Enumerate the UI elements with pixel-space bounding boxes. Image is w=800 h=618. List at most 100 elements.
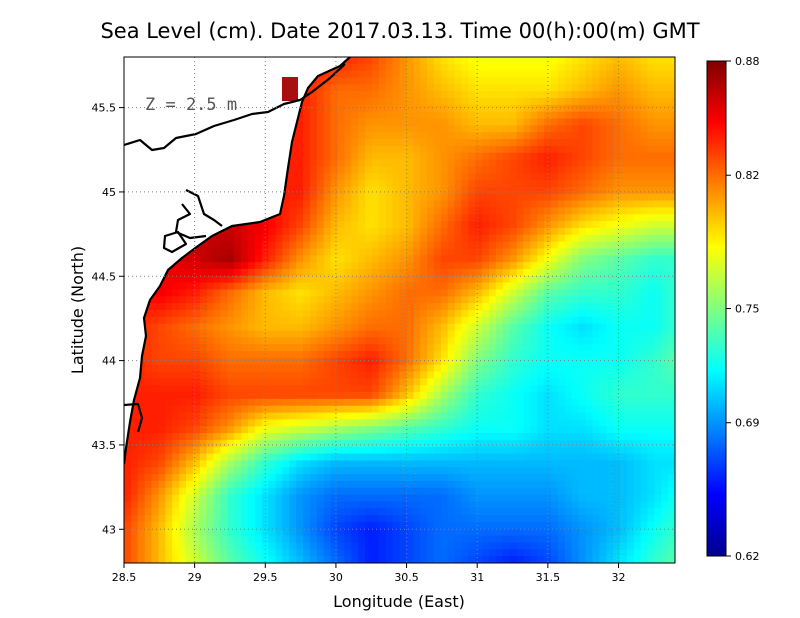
heatmap-cell [606,200,614,209]
heatmap-cell [640,132,649,140]
heatmap-cell [234,385,242,393]
heatmap-cell [606,234,614,243]
heatmap-cell [392,337,401,345]
heatmap-cell [557,207,566,215]
heatmap-cell [172,303,180,311]
heatmap-cell [358,446,366,455]
heatmap-cell [447,111,456,120]
heatmap-cell [378,412,387,421]
heatmap-cell [137,467,146,475]
heatmap-cell [571,221,580,229]
heatmap-cell [495,371,504,379]
heatmap-cell [585,248,593,256]
heatmap-cell [337,439,345,448]
heatmap-cell [599,316,607,325]
heatmap-cell [447,474,456,482]
heatmap-cell [592,364,600,373]
heatmap-cell [495,125,504,133]
heatmap-cell [557,234,566,243]
heatmap-cell [640,282,649,291]
heatmap-cell [385,63,394,72]
heatmap-cell [668,275,675,284]
heatmap-cell [289,145,297,154]
heatmap-cell [654,398,662,407]
heatmap-cell [544,323,552,332]
heatmap-cell [427,275,435,284]
heatmap-cell [420,446,428,455]
heatmap-cell [420,173,428,181]
heatmap-cell [551,426,559,434]
heatmap-cell [385,268,394,277]
heatmap-cell [454,159,463,168]
heatmap-cell [165,364,173,373]
heatmap-cell [647,330,655,338]
heatmap-cell [358,221,366,229]
heatmap-cell [468,446,476,455]
heatmap-cell [502,180,511,188]
heatmap-cell [309,262,318,270]
heatmap-cell [509,474,518,482]
heatmap-cell [351,207,359,215]
heatmap-cell [516,63,525,72]
heatmap-cell [626,474,635,482]
heatmap-cell [640,433,649,441]
heatmap-cell [592,214,600,222]
heatmap-cell [254,221,263,229]
heatmap-cell [530,405,538,414]
heatmap-cell [378,419,387,427]
heatmap-cell [619,152,628,161]
heatmap-cell [592,63,600,72]
heatmap-cell [206,241,215,250]
heatmap-cell [206,282,215,291]
heatmap-cell [633,186,642,195]
heatmap-cell [406,234,414,243]
heatmap-cell [633,125,642,133]
heatmap-cell [530,474,538,482]
heatmap-cell [454,255,463,263]
heatmap-cell [468,152,476,161]
heatmap-cell [544,159,552,168]
heatmap-cell [420,241,428,250]
heatmap-cell [365,296,373,304]
heatmap-cell [358,344,366,352]
heatmap-cell [420,453,428,462]
heatmap-cell [254,474,263,482]
heatmap-cell [344,296,352,304]
heatmap-cell [316,234,325,243]
heatmap-cell [289,166,297,174]
heatmap-cell [227,262,235,270]
heatmap-cell [578,193,587,202]
heatmap-cell [220,467,228,475]
heatmap-cell [385,467,394,475]
heatmap-cell [592,255,600,263]
heatmap-cell [502,371,511,379]
heatmap-cell [468,371,476,379]
heatmap-cell [626,63,635,72]
heatmap-cell [613,351,621,359]
heatmap-cell [261,467,270,475]
heatmap-cell [633,200,642,209]
heatmap-cell [351,460,359,468]
heatmap-cell [172,480,180,489]
heatmap-cell [371,268,380,277]
heatmap-cell [185,460,194,468]
heatmap-cell [447,63,456,72]
heatmap-cell [523,446,531,455]
heatmap-cell [509,268,518,277]
heatmap-cell [220,398,228,407]
heatmap-cell [599,193,607,202]
heatmap-cell [406,385,414,393]
heatmap-cell [433,139,442,147]
heatmap-cell [557,152,566,161]
heatmap-cell [365,330,373,338]
heatmap-cell [358,275,366,284]
heatmap-cell [454,385,463,393]
heatmap-cell [330,426,339,434]
heatmap-cell [585,63,593,72]
heatmap-cell [227,433,235,441]
heatmap-cell [413,460,421,468]
heatmap-cell [523,186,531,195]
heatmap-cell [192,412,201,421]
heatmap-cell [323,378,332,386]
heatmap-cell [654,248,662,256]
